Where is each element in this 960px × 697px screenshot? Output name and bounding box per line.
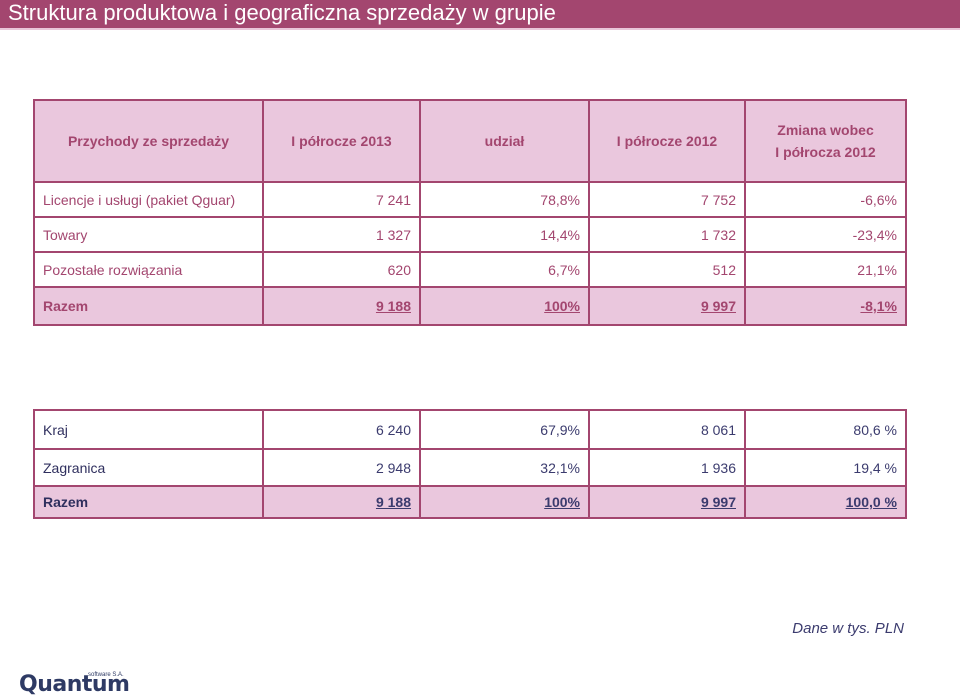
total-share: 100% [419,485,590,519]
cell-share: 32,1% [419,448,590,487]
total-share-2012: 100,0 % [744,485,907,519]
cell-change: 21,1% [744,251,907,288]
table-total-row: Razem 9 188 100% 9 997 -8,1% [33,286,907,326]
column-header-change-line2: I półrocza 2012 [775,144,876,160]
total-h1-2012: 9 997 [588,286,746,326]
total-h1-2013: 9 188 [262,485,421,519]
geographic-structure-table: Kraj 6 240 67,9% 8 061 80,6 % Zagranica … [33,409,907,519]
total-share: 100% [419,286,590,326]
row-label: Pozostałe rozwiązania [33,251,264,288]
cell-share: 78,8% [419,181,590,218]
total-h1-2012: 9 997 [588,485,746,519]
row-label: Towary [33,216,264,253]
page-title: Struktura produktowa i geograficzna sprz… [0,0,960,28]
cell-share: 67,9% [419,409,590,450]
column-header-revenue: Przychody ze sprzedaży [33,99,264,183]
column-header-h1-2012: I półrocze 2012 [588,99,746,183]
table-total-row: Razem 9 188 100% 9 997 100,0 % [33,485,907,519]
table-row: Kraj 6 240 67,9% 8 061 80,6 % [33,409,907,450]
total-change: -8,1% [744,286,907,326]
row-label: Kraj [33,409,264,450]
cell-h1-2013: 6 240 [262,409,421,450]
units-note: Dane w tys. PLN [792,620,904,637]
row-label: Licencje i usługi (pakiet Qguar) [33,181,264,218]
cell-h1-2012: 512 [588,251,746,288]
quantum-logo: Quantum [19,672,130,697]
total-label: Razem [33,286,264,326]
cell-h1-2012: 1 936 [588,448,746,487]
cell-h1-2012: 1 732 [588,216,746,253]
cell-h1-2012: 8 061 [588,409,746,450]
cell-share: 6,7% [419,251,590,288]
column-header-h1-2013: I półrocze 2013 [262,99,421,183]
table-header-row: Przychody ze sprzedaży I półrocze 2013 u… [33,99,907,183]
cell-change: -23,4% [744,216,907,253]
cell-h1-2013: 1 327 [262,216,421,253]
total-h1-2013: 9 188 [262,286,421,326]
cell-share-2012: 19,4 % [744,448,907,487]
cell-change: -6,6% [744,181,907,218]
table-row: Pozostałe rozwiązania 620 6,7% 512 21,1% [33,251,907,288]
table-row: Licencje i usługi (pakiet Qguar) 7 241 7… [33,181,907,218]
cell-h1-2013: 620 [262,251,421,288]
table-row: Towary 1 327 14,4% 1 732 -23,4% [33,216,907,253]
row-label: Zagranica [33,448,264,487]
total-label: Razem [33,485,264,519]
table-row: Zagranica 2 948 32,1% 1 936 19,4 % [33,448,907,487]
column-header-share: udział [419,99,590,183]
cell-h1-2012: 7 752 [588,181,746,218]
title-divider [0,28,960,30]
column-header-change-line1: Zmiana wobec [777,122,874,138]
cell-share-2012: 80,6 % [744,409,907,450]
cell-h1-2013: 7 241 [262,181,421,218]
cell-h1-2013: 2 948 [262,448,421,487]
cell-share: 14,4% [419,216,590,253]
product-structure-table: Przychody ze sprzedaży I półrocze 2013 u… [33,99,907,326]
quantum-logo-subtitle: software S.A. [88,672,124,678]
column-header-change: Zmiana wobec I półrocza 2012 [744,99,907,183]
